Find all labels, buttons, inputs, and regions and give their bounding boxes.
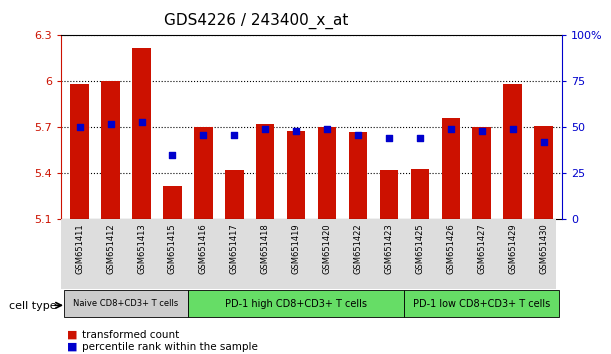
Bar: [534, 126, 553, 219]
Point: [477, 128, 486, 134]
Text: GSM651430: GSM651430: [539, 223, 548, 274]
Bar: [472, 127, 491, 219]
Text: GSM651425: GSM651425: [415, 223, 425, 274]
Text: GSM651426: GSM651426: [446, 223, 455, 274]
Point: [199, 132, 208, 138]
Text: percentile rank within the sample: percentile rank within the sample: [82, 342, 258, 352]
Bar: [132, 48, 151, 219]
Text: GSM651418: GSM651418: [261, 223, 269, 274]
Point: [75, 125, 84, 130]
FancyBboxPatch shape: [64, 290, 188, 317]
Text: GSM651415: GSM651415: [168, 223, 177, 274]
Text: ■: ■: [67, 330, 78, 339]
Bar: [194, 127, 213, 219]
Point: [229, 132, 239, 138]
Bar: [163, 186, 181, 219]
Text: GSM651419: GSM651419: [291, 223, 301, 274]
Text: GSM651429: GSM651429: [508, 223, 517, 274]
Point: [539, 139, 549, 145]
Text: GSM651417: GSM651417: [230, 223, 239, 274]
Bar: [287, 131, 306, 219]
Text: PD-1 high CD8+CD3+ T cells: PD-1 high CD8+CD3+ T cells: [225, 298, 367, 309]
Text: GDS4226 / 243400_x_at: GDS4226 / 243400_x_at: [164, 12, 349, 29]
FancyBboxPatch shape: [404, 290, 559, 317]
Bar: [349, 132, 367, 219]
Point: [260, 126, 270, 132]
Text: cell type: cell type: [9, 301, 57, 311]
Bar: [101, 81, 120, 219]
Point: [508, 126, 518, 132]
Text: GSM651422: GSM651422: [354, 223, 362, 274]
Point: [322, 126, 332, 132]
Point: [415, 136, 425, 141]
Bar: [442, 118, 460, 219]
Text: GSM651411: GSM651411: [75, 223, 84, 274]
Point: [106, 121, 115, 127]
Text: Naive CD8+CD3+ T cells: Naive CD8+CD3+ T cells: [73, 299, 178, 308]
Text: transformed count: transformed count: [82, 330, 180, 339]
Bar: [318, 127, 336, 219]
Text: GSM651427: GSM651427: [477, 223, 486, 274]
Point: [167, 152, 177, 158]
Point: [291, 128, 301, 134]
Point: [384, 136, 394, 141]
Text: GSM651413: GSM651413: [137, 223, 146, 274]
Text: ■: ■: [67, 342, 78, 352]
Text: GSM651423: GSM651423: [384, 223, 393, 274]
Text: GSM651416: GSM651416: [199, 223, 208, 274]
Text: GSM651412: GSM651412: [106, 223, 115, 274]
Text: GSM651420: GSM651420: [323, 223, 332, 274]
Bar: [411, 169, 429, 219]
Point: [353, 132, 363, 138]
Text: PD-1 low CD8+CD3+ T cells: PD-1 low CD8+CD3+ T cells: [413, 298, 551, 309]
Bar: [379, 170, 398, 219]
FancyBboxPatch shape: [188, 290, 404, 317]
Bar: [503, 85, 522, 219]
Point: [446, 126, 456, 132]
Bar: [256, 124, 274, 219]
Bar: [225, 170, 244, 219]
Bar: [70, 85, 89, 219]
Point: [137, 119, 147, 125]
